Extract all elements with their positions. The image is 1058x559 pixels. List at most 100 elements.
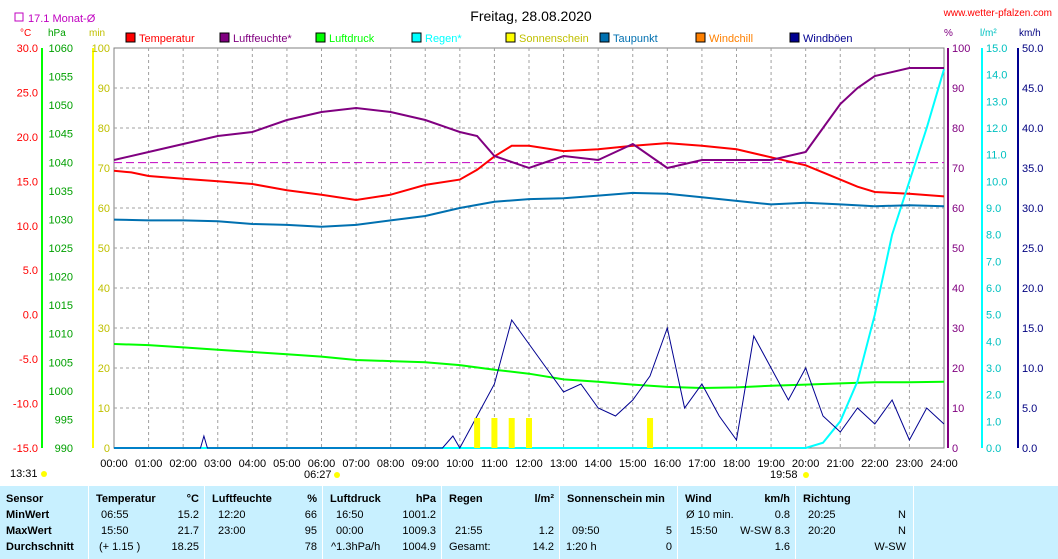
temp-tick-label: -10.0: [13, 399, 38, 411]
legend-label: Windböen: [803, 33, 853, 45]
x-tick-label: 18:00: [723, 458, 751, 470]
stats-wind-min: 0.8: [774, 509, 790, 521]
wind-tick-label: 15.0: [1022, 323, 1043, 335]
stats-wind-avg: 1.6: [774, 541, 790, 553]
sunrise-time: 06:27: [304, 469, 332, 481]
rain-tick-label: 2.0: [986, 390, 1001, 402]
hpa-tick-label: 1055: [49, 72, 73, 84]
x-tick-label: 03:00: [204, 458, 232, 470]
min-tick-label: 20: [98, 363, 110, 375]
temp-tick-label: -5.0: [19, 354, 38, 366]
month-avg-icon: [14, 12, 24, 22]
temp-tick-label: 15.0: [17, 176, 38, 188]
stats-rain-max-time: 21:55: [455, 525, 483, 537]
chart-grid: [113, 47, 945, 449]
stats-press-min: 1001.2: [402, 509, 436, 521]
stats-press-max: 1009.3: [402, 525, 436, 537]
wind-tick-label: 50.0: [1022, 43, 1043, 55]
x-tick-label: 00:00: [100, 458, 128, 470]
stats-header-pressure-unit: hPa: [415, 493, 436, 505]
hpa-tick-label: 1010: [49, 329, 73, 341]
stats-hum-min: 66: [304, 509, 317, 521]
hpa-tick-label: 1015: [49, 300, 73, 312]
stats-table: Sensor MinWert MaxWert Durchschnitt Temp…: [0, 486, 1058, 559]
x-tick-label: 22:00: [861, 458, 889, 470]
temp-tick-label: -15.0: [13, 443, 38, 455]
wind-tick-label: 30.0: [1022, 203, 1043, 215]
unit-celsius: °C: [20, 28, 31, 39]
legend-swatch: [789, 32, 800, 43]
x-tick-label: 14:00: [584, 458, 612, 470]
stats-row-label: MaxWert: [6, 525, 52, 537]
x-tick-label: 05:00: [273, 458, 301, 470]
stats-dir-max-time: 20:20: [808, 525, 836, 537]
sunshine-bar: [508, 418, 515, 448]
x-tick-label: 23:00: [896, 458, 924, 470]
stats-temp-max: 21.7: [177, 525, 199, 537]
wind-tick-label: 5.0: [1022, 403, 1037, 415]
legend-label: Sonnenschein: [519, 33, 589, 45]
pct-tick-label: 90: [952, 83, 964, 95]
x-tick-label: 09:00: [411, 458, 439, 470]
wind-tick-label: 0.0: [1022, 443, 1037, 455]
hpa-tick-label: 1035: [49, 186, 73, 198]
stats-header-sunshine: Sonnenschein min: [567, 493, 665, 505]
legend-label: Temperatur: [139, 33, 195, 45]
legend-label: Regen*: [425, 33, 462, 45]
pct-tick-label: 70: [952, 163, 964, 175]
stats-wind-avg-label: Ø 10 min.: [686, 509, 734, 521]
pct-tick-label: 30: [952, 323, 964, 335]
temp-tick-label: 25.0: [17, 87, 38, 99]
series-line-temperatur: [113, 142, 945, 202]
min-tick-label: 50: [98, 243, 110, 255]
stats-press-min-time: 16:50: [336, 509, 364, 521]
unit-lm2: l/m²: [980, 28, 997, 39]
pct-tick-label: 60: [952, 203, 964, 215]
stats-rain-max: 1.2: [538, 525, 554, 537]
stats-col-wind: Wind km/h Ø 10 min. 0.8 15:50 W-SW 8.3 1…: [677, 486, 796, 559]
hpa-tick-label: 1050: [49, 100, 73, 112]
min-tick-label: 10: [98, 403, 110, 415]
hpa-tick-label: 1040: [49, 157, 73, 169]
min-tick-label: 90: [98, 83, 110, 95]
series-line-windböen: [114, 318, 945, 450]
stats-press-trend: ^1.3hPa/h: [331, 541, 381, 553]
rain-tick-label: 3.0: [986, 363, 1001, 375]
stats-press-avg: 1004.9: [402, 541, 436, 553]
hpa-tick-label: 1045: [49, 129, 73, 141]
stats-sun-max: 5: [665, 525, 672, 537]
stats-col-rain: Regen l/m² 21:55 1.2 Gesamt: 14.2: [441, 486, 560, 559]
legend-swatch: [411, 32, 422, 43]
rain-tick-label: 13.0: [986, 96, 1007, 108]
wind-tick-label: 25.0: [1022, 243, 1043, 255]
sunset-icon: [803, 472, 809, 478]
rain-tick-label: 5.0: [986, 310, 1001, 322]
stats-hum-max-time: 23:00: [218, 525, 246, 537]
stats-dir-min-time: 20:25: [808, 509, 836, 521]
sunrise-icon: [334, 472, 340, 478]
rain-tick-label: 1.0: [986, 416, 1001, 428]
hpa-tick-label: 1000: [49, 386, 73, 398]
min-tick-label: 70: [98, 163, 110, 175]
stats-temp-min: 15.2: [177, 509, 199, 521]
x-tick-label: 15:00: [619, 458, 647, 470]
stats-col-empty: [913, 486, 1058, 559]
stats-row-label: MinWert: [6, 509, 50, 521]
temp-tick-label: 0.0: [23, 310, 38, 322]
series-line-luftdruck: [113, 343, 945, 390]
series-line-taupunkt: [113, 191, 945, 228]
stats-wind-max-time: 15:50: [690, 525, 718, 537]
x-tick-label: 08:00: [377, 458, 405, 470]
x-tick-label: 02:00: [169, 458, 197, 470]
wind-tick-label: 10.0: [1022, 363, 1043, 375]
stats-header-humidity-unit: %: [307, 493, 317, 505]
month-avg-label: 17.1 Monat-Ø: [28, 13, 96, 25]
stats-dir-avg: W-SW: [874, 541, 906, 553]
sunshine-bar: [474, 418, 481, 448]
unit-hpa: hPa: [48, 28, 66, 39]
stats-header-temp: Temperatur: [96, 493, 156, 505]
site-link[interactable]: www.wetter-pfalzen.com: [943, 8, 1052, 19]
pct-tick-label: 20: [952, 363, 964, 375]
min-tick-label: 80: [98, 123, 110, 135]
wind-tick-label: 45.0: [1022, 83, 1043, 95]
